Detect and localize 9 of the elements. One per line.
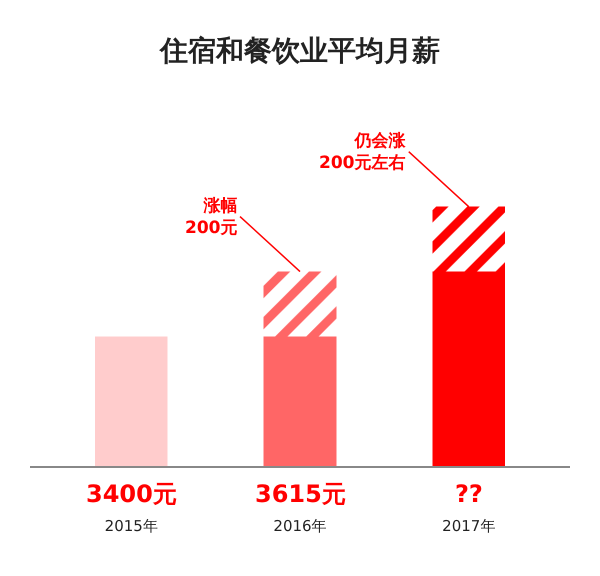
chart-title: 住宿和餐饮业平均月薪 — [158, 34, 440, 67]
x-tick-label: 2015年 — [104, 516, 158, 535]
annotation: 仍会涨 200元左右 — [319, 131, 406, 174]
text: 3400元 — [86, 480, 177, 508]
text: 3615元 — [255, 480, 346, 508]
annotation: 涨幅 200元 — [185, 196, 238, 238]
x-tick-label: 2016年 — [273, 516, 327, 535]
text: ?? — [455, 480, 483, 508]
x-tick-label: 2017年 — [442, 516, 496, 535]
